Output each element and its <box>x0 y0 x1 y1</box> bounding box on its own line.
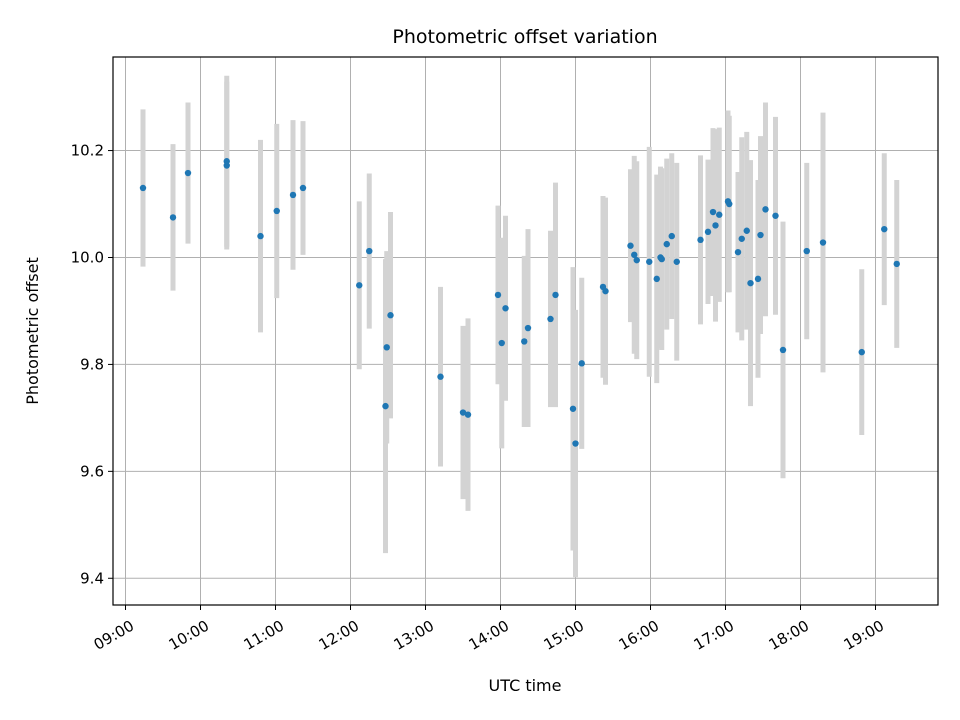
data-point <box>673 258 680 265</box>
data-point <box>547 315 554 323</box>
data-point <box>552 291 559 299</box>
data-point <box>299 184 307 192</box>
data-point <box>273 207 280 215</box>
y-tick-label: 10.2 <box>71 142 104 160</box>
data-point <box>704 228 712 236</box>
data-points <box>139 158 900 447</box>
data-point <box>762 206 769 213</box>
data-point <box>631 251 638 259</box>
data-point <box>502 305 509 312</box>
data-point <box>184 169 192 177</box>
data-point <box>716 211 723 218</box>
data-point <box>437 373 444 380</box>
data-point <box>779 346 787 354</box>
data-point <box>223 158 230 165</box>
data-point <box>772 212 779 219</box>
data-point <box>169 214 177 221</box>
data-point <box>738 235 745 242</box>
data-point <box>668 232 675 240</box>
chart-title: Photometric offset variation <box>392 26 657 48</box>
data-point <box>382 402 389 410</box>
data-point <box>658 255 665 263</box>
data-point <box>569 405 577 412</box>
data-point <box>712 222 719 229</box>
data-point <box>459 409 467 416</box>
data-point <box>819 239 827 246</box>
y-tick-label: 9.6 <box>80 462 104 480</box>
data-point <box>893 260 900 268</box>
data-point <box>726 200 733 208</box>
y-axis-ticks: 9.4 9.6 9.8 10.0 10.2 <box>71 142 113 587</box>
data-point <box>602 287 609 295</box>
data-point <box>743 227 750 234</box>
data-point <box>356 282 363 289</box>
data-point <box>633 256 640 264</box>
plot-frame <box>112 56 939 606</box>
data-point <box>498 339 505 347</box>
data-point <box>572 440 579 447</box>
data-point <box>646 258 653 265</box>
data-point <box>494 291 502 299</box>
data-point <box>653 275 660 283</box>
y-tick-label: 9.8 <box>80 355 104 373</box>
data-point <box>734 248 742 256</box>
data-point <box>747 279 754 287</box>
x-axis-title: UTC time <box>489 676 562 695</box>
data-point <box>139 184 147 192</box>
y-axis-title: Photometric offset <box>23 257 42 405</box>
data-point <box>521 338 528 345</box>
data-point <box>858 348 865 356</box>
data-point <box>881 225 888 233</box>
data-point <box>524 324 532 332</box>
data-point <box>289 191 297 199</box>
data-point <box>578 360 585 367</box>
data-point <box>627 242 634 249</box>
data-point <box>387 312 394 319</box>
data-point <box>257 232 264 240</box>
data-point <box>383 344 390 351</box>
data-point <box>754 275 762 283</box>
y-tick-label: 10.0 <box>71 248 104 266</box>
data-point <box>709 208 717 216</box>
y-tick-label: 9.4 <box>80 569 104 587</box>
data-point <box>803 247 810 255</box>
data-point <box>464 411 472 418</box>
data-point <box>366 247 373 255</box>
data-point <box>757 231 764 239</box>
data-point <box>697 236 704 244</box>
data-point <box>663 240 670 248</box>
